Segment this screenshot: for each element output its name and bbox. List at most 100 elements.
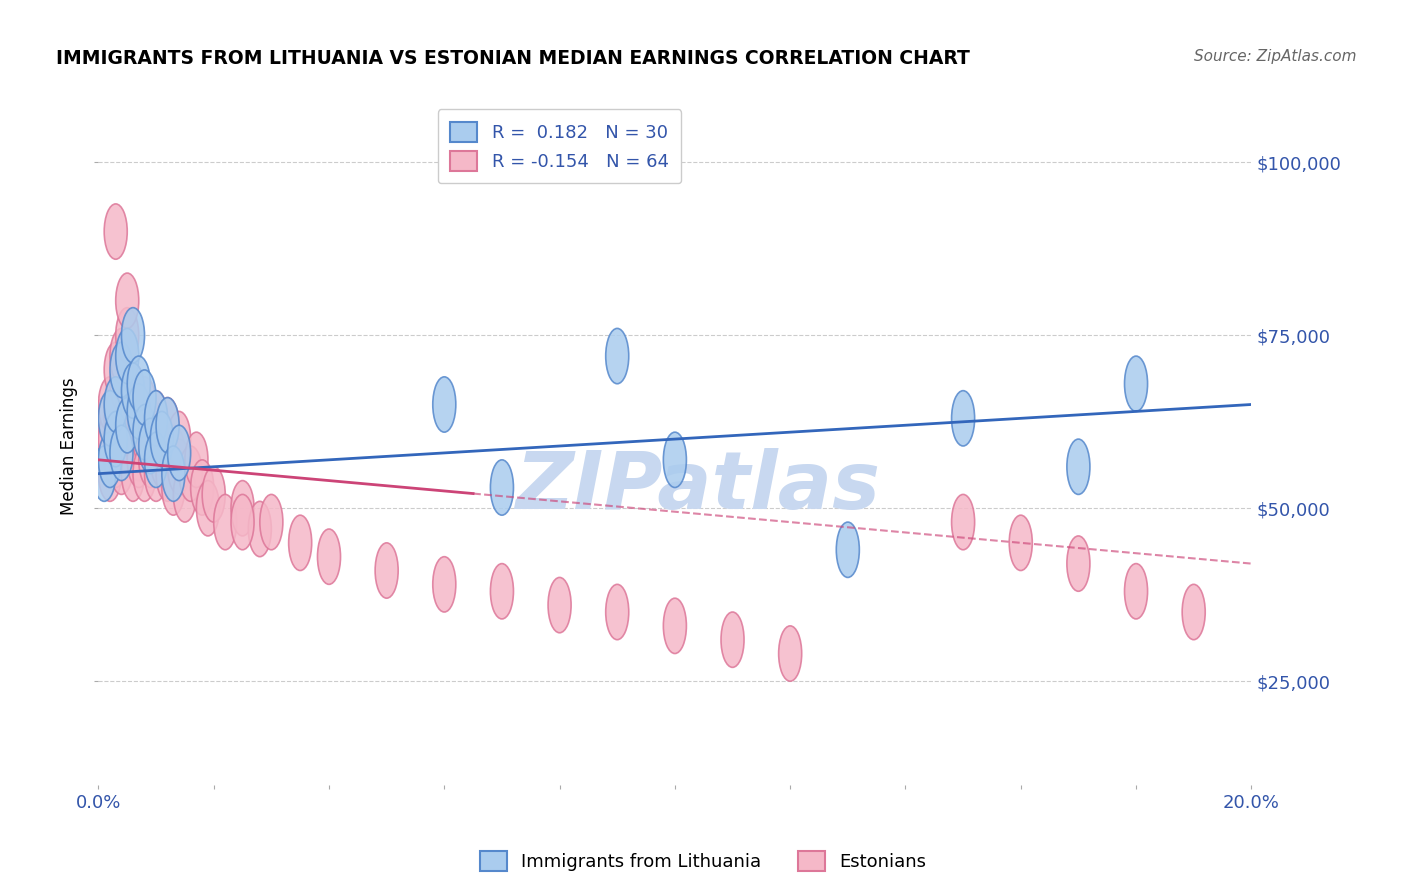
Ellipse shape (98, 432, 121, 488)
Ellipse shape (1125, 356, 1147, 411)
Ellipse shape (433, 376, 456, 432)
Ellipse shape (1182, 584, 1205, 640)
Ellipse shape (139, 432, 162, 488)
Ellipse shape (104, 376, 128, 432)
Ellipse shape (162, 425, 186, 481)
Ellipse shape (145, 432, 167, 488)
Ellipse shape (134, 370, 156, 425)
Ellipse shape (186, 432, 208, 488)
Ellipse shape (606, 584, 628, 640)
Ellipse shape (1067, 536, 1090, 591)
Ellipse shape (952, 391, 974, 446)
Ellipse shape (98, 411, 121, 467)
Ellipse shape (121, 404, 145, 460)
Ellipse shape (98, 376, 121, 432)
Ellipse shape (1125, 564, 1147, 619)
Ellipse shape (139, 418, 162, 474)
Ellipse shape (191, 460, 214, 516)
Ellipse shape (162, 446, 186, 501)
Text: IMMIGRANTS FROM LITHUANIA VS ESTONIAN MEDIAN EARNINGS CORRELATION CHART: IMMIGRANTS FROM LITHUANIA VS ESTONIAN ME… (56, 49, 970, 68)
Ellipse shape (214, 494, 236, 549)
Ellipse shape (104, 343, 128, 398)
Ellipse shape (128, 425, 150, 481)
Ellipse shape (150, 432, 173, 488)
Ellipse shape (134, 404, 156, 460)
Ellipse shape (128, 391, 150, 446)
Ellipse shape (197, 481, 219, 536)
Ellipse shape (156, 398, 179, 453)
Ellipse shape (134, 411, 156, 467)
Ellipse shape (433, 557, 456, 612)
Ellipse shape (110, 425, 134, 481)
Ellipse shape (249, 501, 271, 557)
Ellipse shape (128, 432, 150, 488)
Ellipse shape (98, 446, 121, 501)
Ellipse shape (231, 494, 254, 549)
Text: ZIPatlas: ZIPatlas (516, 448, 880, 525)
Ellipse shape (128, 384, 150, 439)
Ellipse shape (202, 467, 225, 522)
Ellipse shape (121, 446, 145, 501)
Ellipse shape (1010, 516, 1032, 571)
Ellipse shape (837, 522, 859, 577)
Ellipse shape (179, 446, 202, 501)
Ellipse shape (156, 398, 179, 453)
Y-axis label: Median Earnings: Median Earnings (60, 377, 79, 515)
Ellipse shape (548, 577, 571, 632)
Ellipse shape (664, 432, 686, 488)
Ellipse shape (231, 481, 254, 536)
Ellipse shape (288, 516, 312, 571)
Ellipse shape (121, 363, 145, 418)
Ellipse shape (115, 308, 139, 363)
Ellipse shape (150, 411, 173, 467)
Ellipse shape (260, 494, 283, 549)
Ellipse shape (145, 391, 167, 446)
Ellipse shape (145, 418, 167, 474)
Ellipse shape (145, 446, 167, 501)
Ellipse shape (167, 425, 191, 481)
Ellipse shape (115, 398, 139, 453)
Ellipse shape (156, 446, 179, 501)
Ellipse shape (128, 356, 150, 411)
Ellipse shape (721, 612, 744, 667)
Ellipse shape (93, 398, 115, 453)
Ellipse shape (606, 328, 628, 384)
Ellipse shape (162, 460, 186, 516)
Ellipse shape (491, 564, 513, 619)
Ellipse shape (115, 384, 139, 439)
Ellipse shape (150, 411, 173, 467)
Ellipse shape (134, 376, 156, 432)
Ellipse shape (93, 446, 115, 501)
Ellipse shape (121, 308, 145, 363)
Text: Source: ZipAtlas.com: Source: ZipAtlas.com (1194, 49, 1357, 64)
Ellipse shape (491, 460, 513, 516)
Ellipse shape (115, 273, 139, 328)
Ellipse shape (318, 529, 340, 584)
Ellipse shape (1067, 439, 1090, 494)
Ellipse shape (779, 626, 801, 681)
Ellipse shape (173, 467, 197, 522)
Ellipse shape (93, 425, 115, 481)
Ellipse shape (104, 432, 128, 488)
Ellipse shape (134, 446, 156, 501)
Ellipse shape (167, 411, 191, 467)
Ellipse shape (104, 391, 128, 446)
Ellipse shape (115, 418, 139, 474)
Ellipse shape (952, 494, 974, 549)
Ellipse shape (110, 343, 134, 398)
Ellipse shape (664, 599, 686, 654)
Ellipse shape (375, 543, 398, 599)
Ellipse shape (110, 356, 134, 411)
Ellipse shape (167, 439, 191, 494)
Ellipse shape (104, 411, 128, 467)
Ellipse shape (110, 328, 134, 384)
Ellipse shape (145, 391, 167, 446)
Legend: Immigrants from Lithuania, Estonians: Immigrants from Lithuania, Estonians (472, 844, 934, 879)
Ellipse shape (110, 439, 134, 494)
Legend: R =  0.182   N = 30, R = -0.154   N = 64: R = 0.182 N = 30, R = -0.154 N = 64 (437, 110, 682, 184)
Ellipse shape (139, 398, 162, 453)
Ellipse shape (98, 391, 121, 446)
Ellipse shape (104, 204, 128, 260)
Ellipse shape (115, 328, 139, 384)
Ellipse shape (121, 363, 145, 418)
